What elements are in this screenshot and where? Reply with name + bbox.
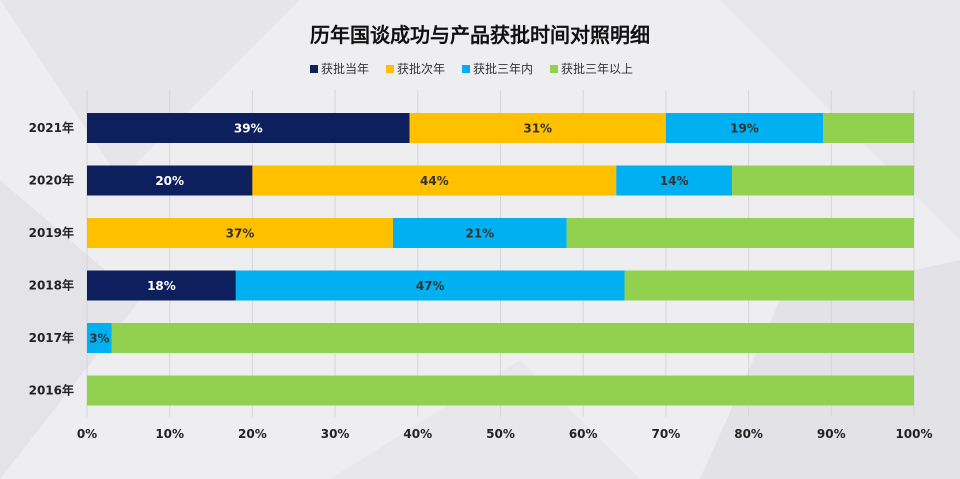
bar-segment	[624, 270, 914, 301]
bar-segment	[566, 218, 914, 248]
bar-segment	[665, 113, 824, 143]
bar-segment	[87, 323, 112, 353]
bar-segment	[616, 165, 733, 196]
value-axis: 0% 10% 20% 30% 40% 50% 60% 70% 80% 90% 100%	[77, 427, 933, 441]
bar-segment	[87, 113, 410, 143]
bar-segment	[87, 270, 236, 301]
legend-label: 获批当年	[321, 61, 369, 76]
data-label: 44%	[420, 174, 449, 188]
category-label: 2018年	[29, 278, 74, 293]
legend-swatch	[550, 65, 558, 73]
legend-label: 获批次年	[397, 61, 445, 76]
category-label: 2020年	[29, 173, 74, 188]
legend-swatch	[462, 65, 470, 73]
x-tick-label: 60%	[569, 427, 598, 441]
data-label: 39%	[234, 122, 263, 136]
x-tick-label: 30%	[321, 427, 350, 441]
category-label: 2021年	[29, 120, 74, 135]
legend-label: 获批三年以上	[561, 61, 633, 76]
bar-segment	[87, 375, 914, 406]
x-tick-label: 80%	[734, 427, 763, 441]
x-tick-label: 90%	[817, 427, 846, 441]
data-label: 18%	[147, 279, 176, 293]
bar-segment	[235, 270, 625, 301]
data-label: 20%	[155, 174, 184, 188]
bar-segment	[252, 165, 617, 196]
category-label: 2016年	[29, 383, 74, 398]
x-tick-label: 50%	[486, 427, 515, 441]
legend-swatch	[310, 65, 318, 73]
data-label: 14%	[660, 174, 689, 188]
category-axis: 2021年 2020年 2019年 2018年 2017年 2016年	[29, 120, 74, 398]
legend: 获批当年 获批次年 获批三年内 获批三年以上	[310, 61, 633, 76]
data-label: 37%	[226, 227, 255, 241]
x-tick-label: 20%	[238, 427, 267, 441]
category-label: 2019年	[29, 225, 74, 240]
bar-segment	[392, 218, 567, 248]
data-label: 31%	[523, 122, 552, 136]
x-tick-label: 0%	[77, 427, 97, 441]
bar-segment	[111, 323, 914, 353]
bars: 39% 31% 19% 20% 44% 14% 37% 21% 18% 47% 3%	[87, 113, 914, 406]
bar-segment	[87, 165, 253, 196]
data-label: 21%	[465, 227, 494, 241]
bar-segment	[732, 165, 914, 196]
legend-label: 获批三年内	[473, 61, 533, 76]
x-tick-label: 70%	[652, 427, 681, 441]
bar-segment	[409, 113, 666, 143]
data-label: 3%	[89, 332, 109, 346]
x-tick-label: 40%	[403, 427, 432, 441]
chart-title: 历年国谈成功与产品获批时间对照明细	[310, 23, 650, 47]
x-tick-label: 100%	[895, 427, 932, 441]
data-label: 19%	[730, 122, 759, 136]
bar-segment	[87, 218, 393, 248]
gridlines	[86, 89, 915, 417]
bar-segment	[823, 113, 914, 143]
legend-swatch	[386, 65, 394, 73]
data-label: 47%	[416, 279, 445, 293]
x-tick-label: 10%	[155, 427, 184, 441]
category-label: 2017年	[29, 330, 74, 345]
